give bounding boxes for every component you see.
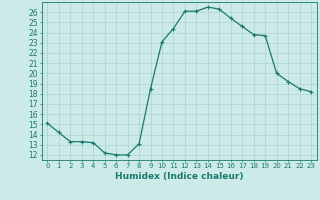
X-axis label: Humidex (Indice chaleur): Humidex (Indice chaleur) [115, 172, 244, 181]
